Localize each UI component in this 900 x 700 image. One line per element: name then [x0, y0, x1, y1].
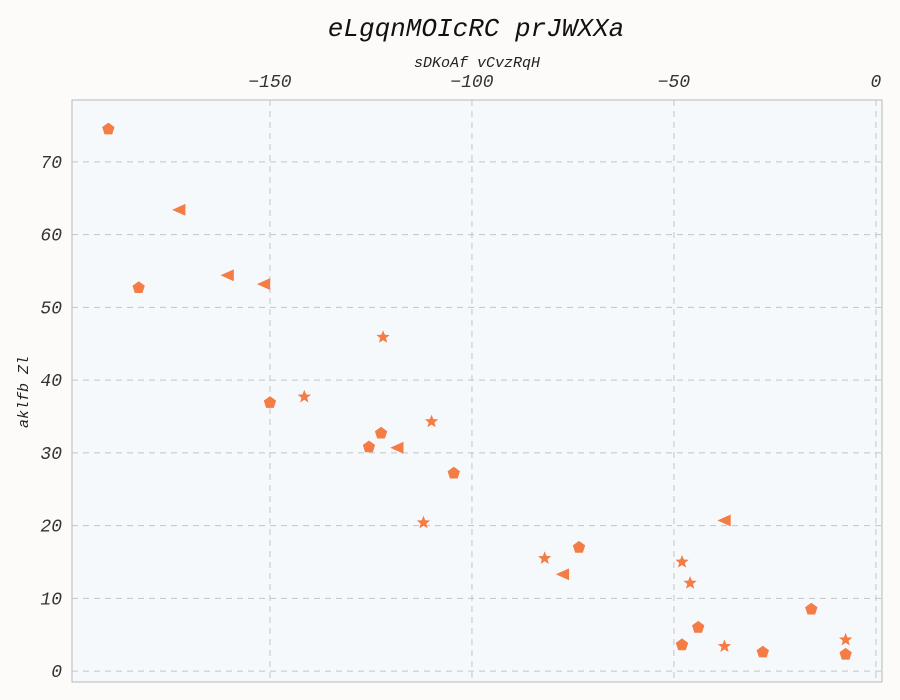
x-tick-label: −100 — [450, 73, 493, 93]
pentagon-marker — [675, 638, 689, 651]
triangle-left-marker — [172, 203, 186, 216]
x-tick-label: −50 — [658, 73, 691, 93]
tick-labels: −150 −100 −50 0 0 10 20 30 40 50 60 70 — [40, 73, 881, 683]
y-tick-label: 10 — [40, 590, 62, 610]
star-marker — [683, 576, 697, 589]
pentagon-marker — [572, 540, 586, 553]
pentagon-marker — [756, 645, 769, 658]
star-marker — [376, 330, 390, 343]
grid-lines — [72, 100, 882, 682]
x-axis-label: sDKoAf vCvzRqH — [414, 55, 540, 72]
star-marker — [297, 389, 311, 403]
pentagon-marker — [263, 396, 277, 408]
y-tick-label: 50 — [40, 299, 62, 319]
pentagon-marker — [692, 620, 705, 633]
y-axis-label: aklfb Zl — [16, 356, 33, 428]
triangle-left-marker — [390, 441, 404, 454]
triangle-left-marker — [256, 278, 271, 290]
y-tick-label: 70 — [40, 154, 62, 174]
star-marker — [538, 551, 552, 564]
y-tick-label: 60 — [40, 227, 62, 247]
pentagon-marker — [805, 602, 818, 615]
pentagon-marker — [132, 281, 145, 293]
pentagon-marker — [102, 122, 115, 135]
y-tick-label: 40 — [40, 372, 62, 392]
x-tick-label: −150 — [248, 73, 291, 93]
x-tick-label: 0 — [871, 73, 882, 93]
star-marker — [717, 639, 732, 652]
chart-title: eLgqnMOIcRC prJWXXa — [328, 14, 624, 44]
y-tick-label: 30 — [40, 445, 62, 465]
pentagon-marker — [374, 426, 388, 439]
y-tick-label: 20 — [40, 518, 62, 538]
star-marker — [839, 632, 853, 646]
triangle-left-marker — [220, 269, 234, 282]
pentagon-marker — [839, 647, 852, 660]
triangle-left-marker — [555, 568, 570, 581]
triangle-left-marker — [717, 514, 731, 527]
pentagon-marker — [362, 440, 376, 453]
data-points — [102, 122, 853, 660]
plot-area — [71, 99, 883, 683]
star-marker — [675, 555, 689, 568]
pentagon-marker — [447, 466, 460, 479]
star-marker — [424, 414, 439, 428]
y-tick-label: 0 — [51, 663, 62, 683]
star-marker — [416, 515, 431, 529]
